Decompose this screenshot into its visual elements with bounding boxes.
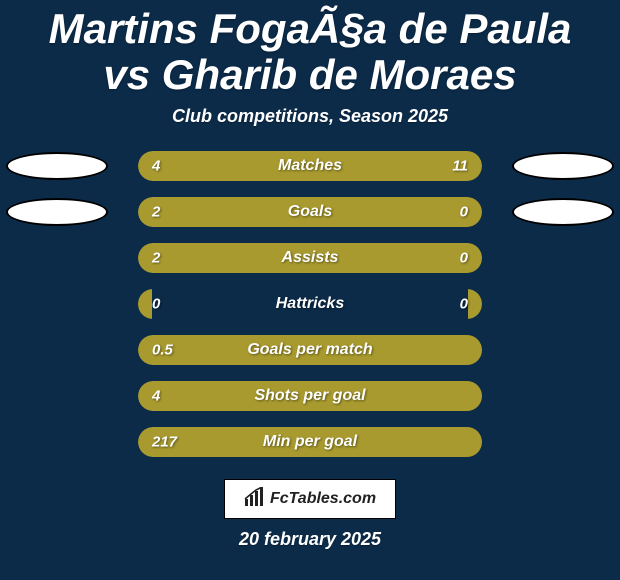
card-subtitle: Club competitions, Season 2025: [0, 106, 620, 127]
stat-row: 0 0Hattricks: [0, 289, 620, 319]
stat-bar-right-fill: [230, 151, 482, 181]
stat-bar-left-fill: [138, 289, 152, 319]
stat-bar-left-fill: [138, 243, 468, 273]
stat-value-left: 217: [152, 434, 177, 451]
player-left-avatar: [6, 198, 108, 226]
stat-bar: 0 0Hattricks: [138, 289, 482, 319]
stat-row: 20Goals: [0, 197, 620, 227]
player-right-avatar: [512, 152, 614, 180]
stat-value-right: 0: [460, 296, 468, 313]
brand-badge[interactable]: FcTables.com: [224, 479, 396, 519]
stat-bar: 4Shots per goal: [138, 381, 482, 411]
stat-bar: 411Matches: [138, 151, 482, 181]
player-left-avatar: [6, 152, 108, 180]
card-title: Martins FogaÃ§a de Paula vs Gharib de Mo…: [0, 2, 620, 106]
stat-value-left: 2: [152, 250, 160, 267]
stat-bar-left-fill: [138, 335, 482, 365]
stat-bar-right-fill: [468, 289, 482, 319]
stat-value-right: 0: [460, 204, 468, 221]
stat-row: 217Min per goal: [0, 427, 620, 457]
stat-value-left: 4: [152, 158, 160, 175]
stat-row: 0.5Goals per match: [0, 335, 620, 365]
stat-value-left: 0: [152, 296, 160, 313]
stat-bar: 217Min per goal: [138, 427, 482, 457]
stat-bar-right-fill: [468, 243, 482, 273]
stat-bar: 20Goals: [138, 197, 482, 227]
stat-value-right: 11: [452, 158, 468, 175]
stat-value-left: 0.5: [152, 342, 173, 359]
stat-row: 20Assists: [0, 243, 620, 273]
player-right-avatar: [512, 198, 614, 226]
stat-value-left: 2: [152, 204, 160, 221]
stat-value-left: 4: [152, 388, 160, 405]
comparison-card: Martins FogaÃ§a de Paula vs Gharib de Mo…: [0, 0, 620, 580]
stat-bar: 0.5Goals per match: [138, 335, 482, 365]
stat-value-right: 0: [460, 250, 468, 267]
stat-bar-left-fill: [138, 381, 482, 411]
card-date: 20 february 2025: [0, 529, 620, 550]
stat-bar-right-fill: [406, 197, 482, 227]
stat-label: Hattricks: [138, 295, 482, 313]
stat-row: 4Shots per goal: [0, 381, 620, 411]
stats-area: 411Matches20Goals20Assists00Hattricks0.5…: [0, 151, 620, 457]
stat-row: 411Matches: [0, 151, 620, 181]
stat-bar: 20Assists: [138, 243, 482, 273]
brand-chart-icon: [244, 487, 266, 512]
stat-bar-left-fill: [138, 427, 482, 457]
stat-bar-left-fill: [138, 197, 406, 227]
brand-text: FcTables.com: [270, 490, 376, 508]
